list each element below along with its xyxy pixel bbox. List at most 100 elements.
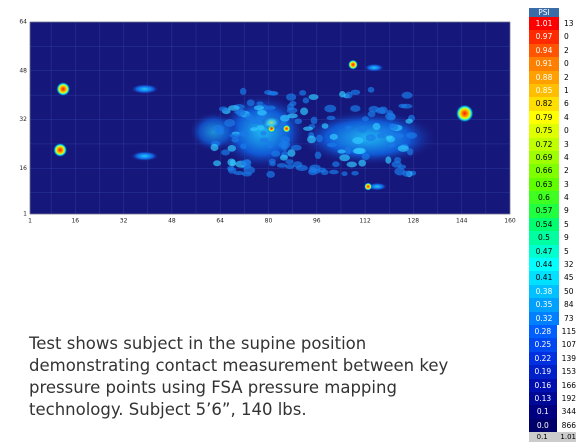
y-tick-label: 64 xyxy=(19,19,27,26)
contact-cell xyxy=(357,126,367,133)
legend-row: 0.5 9 xyxy=(529,231,576,245)
legend-count: 3 xyxy=(564,179,569,189)
contact-cell xyxy=(365,134,376,142)
legend-count: 153 xyxy=(561,367,576,377)
contact-cell xyxy=(406,148,414,156)
legend-count: 13 xyxy=(564,19,574,28)
contact-cell xyxy=(287,113,298,119)
legend-psi: 0.54 xyxy=(529,217,559,232)
contact-cell xyxy=(385,156,392,164)
contact-cell xyxy=(401,91,413,99)
contact-cell xyxy=(385,112,396,121)
legend-count: 344 xyxy=(561,407,576,417)
legend-psi: 0.38 xyxy=(529,284,559,299)
contact-cell xyxy=(233,171,245,176)
legend-count: 4 xyxy=(564,152,569,162)
pressure-area xyxy=(261,115,282,130)
legend-psi: 0.88 xyxy=(529,70,559,84)
x-tick-label: 112 xyxy=(359,218,371,225)
legend-header: PSI xyxy=(529,8,559,17)
legend-count: 73 xyxy=(564,313,574,323)
x-tick-label: 1 xyxy=(28,218,32,225)
x-tick-label: 64 xyxy=(216,218,224,225)
contact-cell xyxy=(326,115,336,121)
x-tick-label: 32 xyxy=(120,218,128,225)
contact-cell xyxy=(332,161,340,168)
legend-count: 0 xyxy=(564,126,569,136)
limb-region xyxy=(364,63,385,72)
contact-cell xyxy=(294,118,303,125)
pressure-point xyxy=(364,182,373,191)
contact-cell xyxy=(259,137,269,143)
caption-line: demonstrating contact measurement betwee… xyxy=(29,356,449,375)
legend-psi: 0.32 xyxy=(529,311,559,325)
contact-cell xyxy=(321,123,329,129)
x-tick-label: 160 xyxy=(504,218,516,225)
contact-cell xyxy=(257,109,267,116)
limb-region xyxy=(130,151,159,162)
contact-cell xyxy=(314,151,322,160)
legend-count: 5 xyxy=(564,246,569,256)
contact-cell xyxy=(361,116,369,122)
contact-cell xyxy=(387,142,395,148)
y-tick-label: 48 xyxy=(19,67,27,74)
legend-row: 0.57 9 xyxy=(529,204,576,218)
pressure-point xyxy=(56,82,71,97)
contact-cell xyxy=(271,150,281,157)
contact-cell xyxy=(397,145,409,152)
contact-cell xyxy=(276,163,287,168)
y-tick-label: 1 xyxy=(23,211,27,218)
x-tick-label: 96 xyxy=(313,218,321,225)
legend-row: 0.32 73 xyxy=(529,311,576,325)
legend-row: 0.66 2 xyxy=(529,164,576,178)
contact-cell xyxy=(337,149,346,154)
contact-cell xyxy=(310,116,318,125)
contact-cell xyxy=(329,169,339,175)
pressure-point xyxy=(348,59,359,70)
legend-count: 50 xyxy=(564,286,574,296)
contact-cell xyxy=(227,165,235,172)
contact-cell xyxy=(344,146,352,155)
legend-psi: 0.75 xyxy=(529,124,559,138)
legend-count: 166 xyxy=(561,380,576,390)
legend-row: 0.28 115 xyxy=(529,324,576,339)
contact-cell xyxy=(266,141,274,149)
legend-footer: 0.1 1.01 xyxy=(529,432,576,442)
contact-cell xyxy=(392,133,404,139)
legend-count: 2 xyxy=(564,45,569,55)
legend-psi: 0.47 xyxy=(529,244,559,259)
legend-psi: 0.94 xyxy=(529,43,559,58)
legend-psi: 0.19 xyxy=(529,365,557,379)
legend-count: 6 xyxy=(564,99,569,109)
contact-cell xyxy=(218,106,228,112)
limb-region xyxy=(367,182,388,191)
legend-psi: 0.79 xyxy=(529,110,559,125)
contact-cell xyxy=(302,97,310,104)
contact-cell xyxy=(239,87,247,96)
legend-psi: 0.69 xyxy=(529,150,559,165)
contact-cell xyxy=(358,159,367,167)
contact-cell xyxy=(300,107,309,116)
contact-cell xyxy=(229,133,240,138)
contact-cell xyxy=(391,161,402,168)
contact-cell xyxy=(263,90,273,95)
legend-psi: 0.13 xyxy=(529,391,557,406)
contact-cell xyxy=(372,122,381,131)
contact-cell xyxy=(280,114,290,122)
legend-count: 3 xyxy=(564,139,569,149)
legend-row: 0.91 0 xyxy=(529,57,576,71)
legend: PSI 1.01 13 0.97 0 0.94 2 0.91 0 0.88 2 0.85 1 0.82 6… xyxy=(529,8,576,442)
contact-cell xyxy=(361,153,370,160)
caption-line: technology. Subject 5’6”, 140 lbs. xyxy=(29,400,307,419)
contact-cell xyxy=(256,125,265,131)
contact-cell xyxy=(260,130,267,136)
contact-cell xyxy=(238,130,249,137)
contact-cell xyxy=(351,170,359,176)
legend-count: 32 xyxy=(564,260,574,270)
contact-cell xyxy=(368,105,380,113)
legend-count: 9 xyxy=(564,206,569,216)
contact-cell xyxy=(228,105,240,111)
legend-count: 866 xyxy=(561,420,576,430)
x-tick-label: 16 xyxy=(71,218,79,225)
legend-psi: 0.1 xyxy=(529,405,557,419)
